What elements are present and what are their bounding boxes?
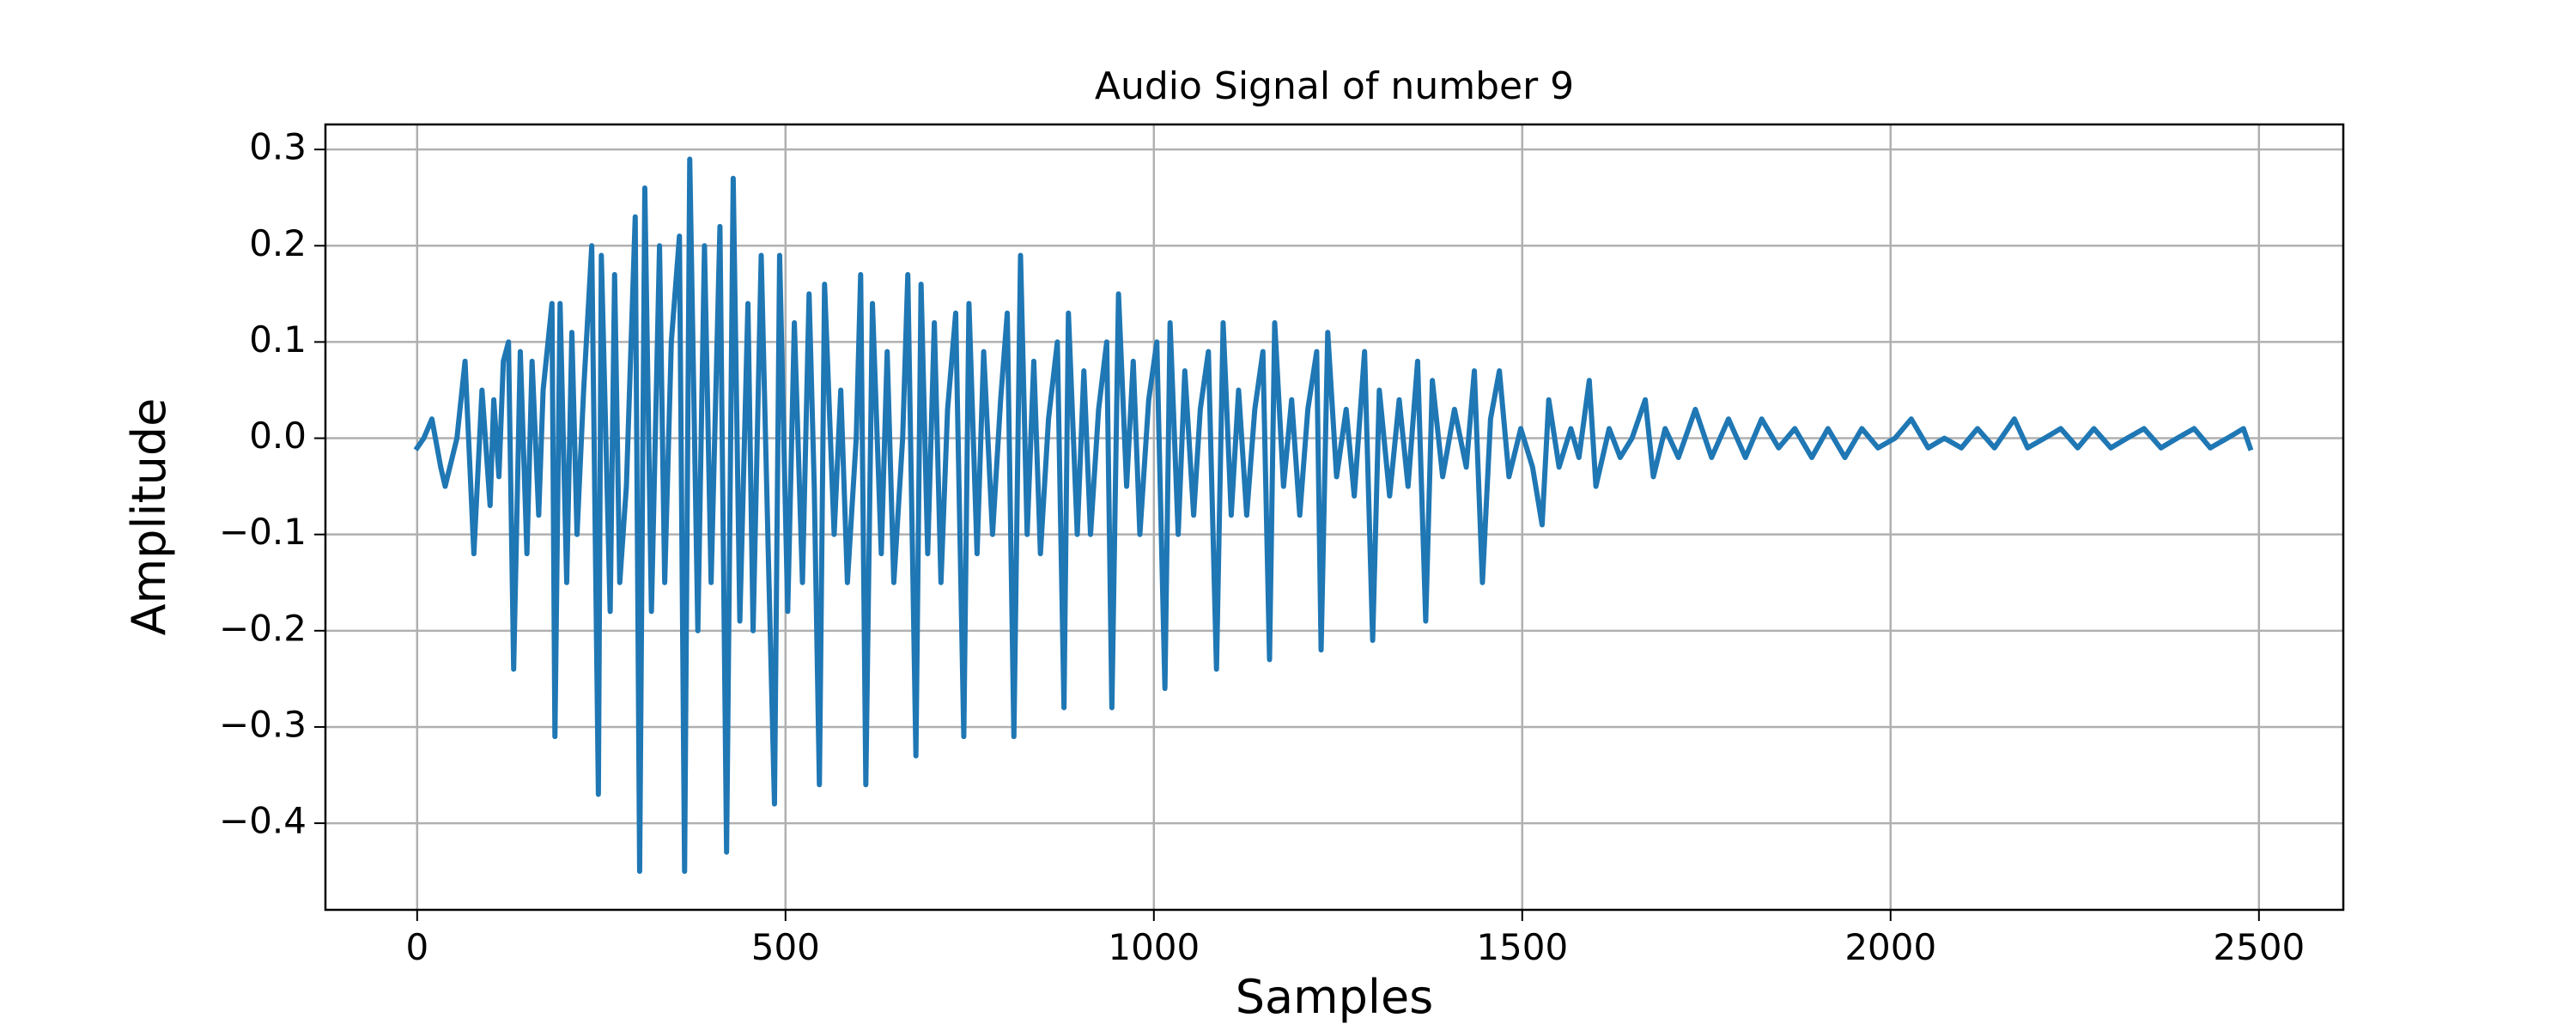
signal-line [413,156,2254,875]
plot-frame [324,123,2345,912]
y-tick-label: 0.0 [249,415,307,457]
x-tick-label: 500 [751,926,820,968]
y-tick-label: 0.3 [249,126,307,168]
chart-title: Audio Signal of number 9 [1095,64,1574,108]
y-tick-label: −0.3 [219,703,307,745]
x-tick-label: 2000 [1844,926,1936,968]
y-axis-label: Amplitude [122,398,176,636]
y-tick-label: 0.1 [249,318,307,360]
y-tick-label: −0.4 [219,800,307,842]
x-axis-label: Samples [1236,970,1434,1024]
y-tick-label: 0.2 [249,222,307,264]
x-tick-label: 1000 [1108,926,1200,968]
y-tick-label: −0.2 [219,607,307,649]
y-tick-label: −0.1 [219,511,307,553]
x-tick-label: 2500 [2213,926,2305,968]
x-tick-label: 1500 [1476,926,1568,968]
x-tick-label: 0 [405,926,428,968]
